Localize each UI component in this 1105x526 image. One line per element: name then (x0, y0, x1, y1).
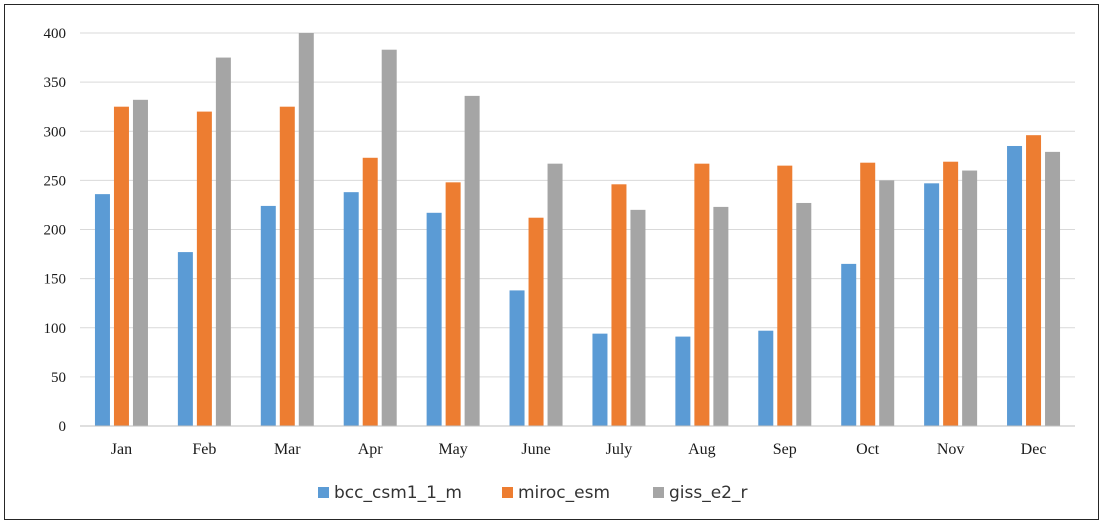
bar-miroc_esm (1026, 135, 1042, 426)
bar-miroc_esm (196, 111, 212, 426)
x-tick-label: Feb (192, 441, 216, 458)
x-tick-label: Apr (358, 441, 384, 458)
legend-label: giss_e2_r (669, 483, 748, 503)
x-tick-label: Sep (773, 441, 797, 458)
bar-miroc_esm (694, 163, 710, 427)
bar-miroc_esm (611, 184, 627, 426)
bar-giss_e2_r (547, 163, 563, 427)
bar-bcc_csm1_1_m (841, 263, 857, 426)
bar-giss_e2_r (962, 170, 978, 426)
y-axis-ticks: 0 50 100 150 200 250 300 350 400 (44, 26, 67, 435)
bar-giss_e2_r (298, 33, 314, 426)
bar-bcc_csm1_1_m (94, 194, 110, 426)
bar-miroc_esm (362, 157, 378, 426)
bar-miroc_esm (860, 162, 876, 426)
y-tick-label: 150 (44, 272, 67, 288)
y-tick-label: 350 (44, 75, 67, 91)
y-tick-label: 100 (44, 321, 67, 337)
x-tick-label: Nov (937, 441, 965, 458)
bar-giss_e2_r (381, 49, 397, 426)
bar-bcc_csm1_1_m (924, 183, 940, 426)
bar-bcc_csm1_1_m (758, 330, 774, 426)
legend-swatch (502, 487, 513, 498)
y-tick-label: 0 (59, 419, 67, 435)
gridlines (80, 32, 1075, 378)
x-tick-label: Oct (856, 441, 880, 458)
bar-bcc_csm1_1_m (260, 205, 276, 426)
x-tick-label: Jan (111, 441, 132, 458)
x-tick-label: May (438, 441, 467, 458)
bar-bcc_csm1_1_m (675, 336, 691, 426)
bar-bcc_csm1_1_m (592, 333, 608, 426)
y-tick-label: 250 (44, 173, 67, 189)
y-tick-label: 300 (44, 124, 67, 140)
bar-bcc_csm1_1_m (177, 252, 193, 426)
x-tick-label: Aug (688, 441, 716, 458)
bar-giss_e2_r (796, 202, 812, 426)
bar-bcc_csm1_1_m (1007, 145, 1023, 427)
legend: bcc_csm1_1_m miroc_esm giss_e2_r (318, 483, 748, 503)
bar-bcc_csm1_1_m (509, 290, 525, 426)
y-tick-label: 50 (51, 370, 66, 386)
bar-giss_e2_r (879, 180, 895, 426)
legend-swatch (318, 487, 329, 498)
legend-label: bcc_csm1_1_m (334, 483, 462, 503)
bars (94, 33, 1061, 427)
x-tick-label: Dec (1021, 441, 1047, 458)
x-tick-label: June (521, 441, 550, 458)
bar-giss_e2_r (464, 95, 480, 426)
bar-bcc_csm1_1_m (343, 192, 359, 426)
x-tick-label: Mar (274, 441, 301, 458)
bar-bcc_csm1_1_m (426, 212, 442, 426)
bar-miroc_esm (445, 182, 461, 426)
bar-giss_e2_r (215, 57, 231, 426)
bar-miroc_esm (943, 161, 959, 426)
y-tick-label: 400 (44, 26, 67, 42)
bar-miroc_esm (113, 106, 129, 426)
x-tick-label: July (606, 441, 633, 458)
bar-giss_e2_r (1045, 151, 1061, 426)
bar-miroc_esm (777, 165, 793, 426)
x-axis-ticks: Jan Feb Mar Apr May June July Aug Sep Oct Nov Dec (111, 441, 1047, 458)
bar-giss_e2_r (713, 206, 729, 426)
bar-miroc_esm (279, 106, 295, 426)
bar-miroc_esm (528, 217, 544, 426)
legend-label: miroc_esm (518, 483, 610, 503)
bar-giss_e2_r (630, 209, 646, 426)
y-tick-label: 200 (44, 223, 67, 239)
bar-giss_e2_r (132, 99, 148, 426)
legend-swatch (653, 487, 664, 498)
